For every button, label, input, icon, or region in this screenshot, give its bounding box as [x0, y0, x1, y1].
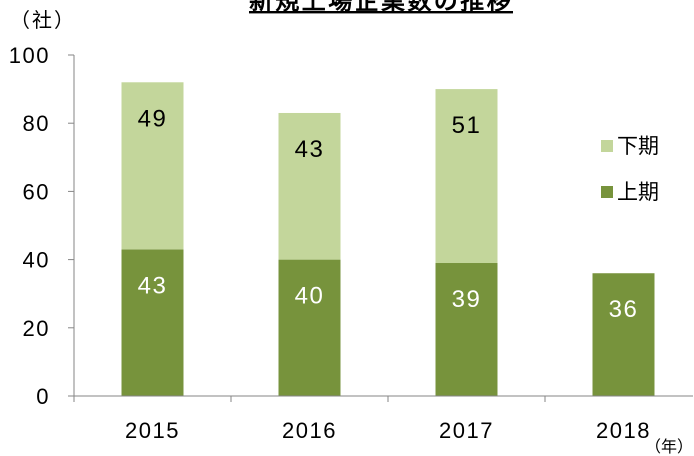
data-label-second-half-2017: 51 — [452, 112, 482, 139]
data-label-group: 43 49 40 43 39 51 36 — [138, 105, 639, 323]
x-axis-unit-label: （年） — [645, 438, 693, 456]
legend-swatch-first-half — [601, 186, 613, 198]
x-tick-label-2018: 2018 — [596, 418, 651, 443]
bar-second-half-2016 — [279, 113, 341, 260]
legend: 下期 上期 — [601, 135, 659, 204]
y-tick-label-40: 40 — [23, 248, 50, 273]
data-label-first-half-2017: 39 — [452, 286, 482, 313]
data-label-second-half-2016: 43 — [295, 136, 325, 163]
y-tick-label-20: 20 — [23, 316, 50, 341]
data-label-second-half-2015: 49 — [138, 105, 168, 132]
bar-first-half-2015 — [122, 249, 184, 396]
legend-label-first-half: 上期 — [617, 181, 659, 204]
x-tick-label-2015: 2015 — [125, 418, 180, 443]
y-tick-label-100: 100 — [9, 43, 50, 68]
chart-title: 新規上場企業数の推移 — [249, 0, 513, 15]
data-label-first-half-2016: 40 — [295, 283, 325, 310]
y-tick-label-60: 60 — [23, 179, 50, 204]
x-tick-label-2016: 2016 — [282, 418, 337, 443]
axes-group: 0 20 40 60 80 100 2015 2016 2017 2018 — [9, 43, 693, 443]
y-tick-label-0: 0 — [36, 384, 50, 409]
x-tick-label-2017: 2017 — [439, 418, 494, 443]
legend-label-second-half: 下期 — [617, 135, 659, 158]
data-label-first-half-2015: 43 — [138, 272, 168, 299]
data-label-first-half-2018: 36 — [609, 296, 639, 323]
bar-group — [122, 82, 655, 396]
bar-first-half-2018 — [593, 273, 655, 396]
y-axis-unit-label: （社） — [10, 9, 76, 32]
y-tick-label-80: 80 — [23, 111, 50, 136]
legend-swatch-second-half — [601, 140, 613, 152]
bar-first-half-2017 — [436, 263, 498, 396]
bar-first-half-2016 — [279, 260, 341, 396]
